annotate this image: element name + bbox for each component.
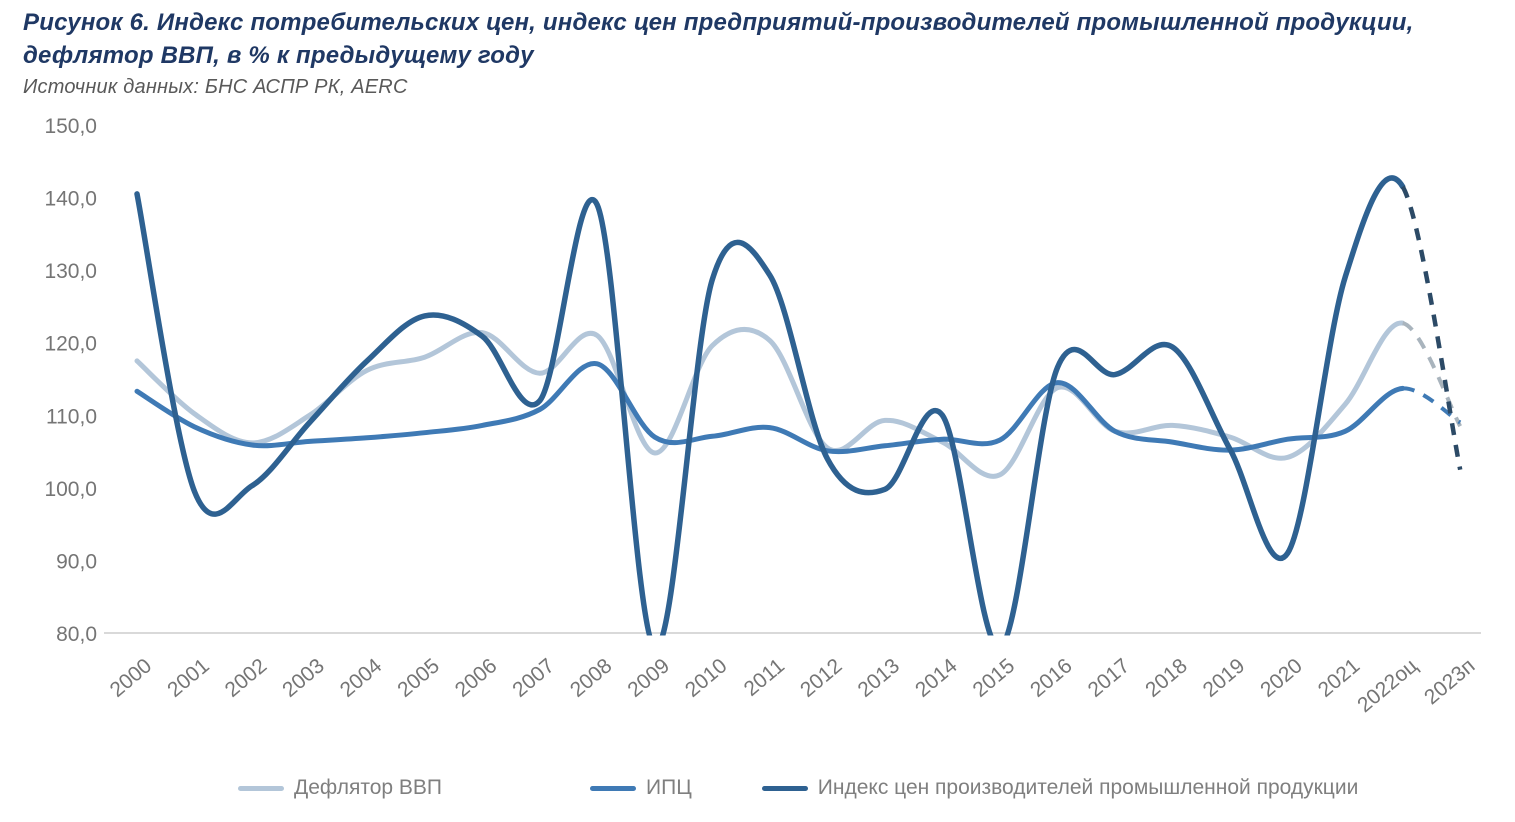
legend-label-deflator: Дефлятор ВВП bbox=[294, 776, 443, 799]
svg-text:2010: 2010 bbox=[681, 654, 732, 702]
chart-legend: Дефлятор ВВП ИПЦ Индекс цен производител… bbox=[0, 776, 1515, 800]
producer-prices-line-swatch-icon bbox=[761, 785, 808, 791]
svg-text:100,0: 100,0 bbox=[44, 478, 97, 501]
svg-text:2003: 2003 bbox=[278, 654, 329, 702]
figure-title-line2: дефлятор ВВП, в % к предыдущему году bbox=[23, 42, 534, 69]
legend-item-deflator: Дефлятор ВВП bbox=[238, 776, 442, 800]
svg-text:2006: 2006 bbox=[451, 654, 502, 702]
deflator-line-swatch-icon bbox=[238, 785, 284, 791]
svg-text:150,0: 150,0 bbox=[44, 115, 97, 138]
svg-text:2007: 2007 bbox=[508, 654, 559, 702]
svg-text:2011: 2011 bbox=[740, 654, 789, 701]
svg-text:2005: 2005 bbox=[393, 654, 444, 702]
svg-text:120,0: 120,0 bbox=[44, 333, 97, 356]
legend-item-producer-prices: Индекс цен производителей промышленной п… bbox=[761, 776, 1359, 800]
svg-text:2015: 2015 bbox=[969, 654, 1020, 702]
cpi-line-swatch-icon bbox=[590, 785, 637, 791]
svg-text:2012: 2012 bbox=[796, 654, 847, 702]
svg-text:110,0: 110,0 bbox=[46, 405, 97, 428]
svg-text:2009: 2009 bbox=[623, 654, 674, 702]
figure-title: Рисунок 6. Индекс потребительских цен, и… bbox=[23, 6, 1508, 72]
legend-label-producer-prices: Индекс цен производителей промышленной п… bbox=[817, 776, 1359, 799]
svg-text:2017: 2017 bbox=[1084, 654, 1135, 702]
legend-item-cpi: ИПЦ bbox=[590, 776, 692, 800]
figure-header: Рисунок 6. Индекс потребительских цен, и… bbox=[23, 6, 1508, 99]
svg-text:2002: 2002 bbox=[221, 654, 272, 702]
svg-text:140,0: 140,0 bbox=[44, 188, 97, 211]
svg-text:2020: 2020 bbox=[1256, 654, 1307, 702]
svg-text:2021: 2021 bbox=[1314, 654, 1365, 702]
svg-text:90,0: 90,0 bbox=[56, 550, 97, 573]
svg-text:2000: 2000 bbox=[106, 654, 157, 702]
svg-text:2016: 2016 bbox=[1026, 654, 1077, 702]
svg-text:2004: 2004 bbox=[336, 654, 387, 702]
svg-text:2019: 2019 bbox=[1199, 654, 1250, 702]
svg-text:130,0: 130,0 bbox=[44, 260, 97, 283]
svg-text:2008: 2008 bbox=[566, 654, 617, 702]
svg-text:2022оц: 2022оц bbox=[1353, 654, 1422, 717]
svg-text:2014: 2014 bbox=[911, 654, 962, 702]
svg-text:2013: 2013 bbox=[854, 654, 905, 702]
svg-text:80,0: 80,0 bbox=[56, 623, 97, 646]
figure-title-line1: Рисунок 6. Индекс потребительских цен, и… bbox=[23, 9, 1414, 36]
svg-text:2023п: 2023п bbox=[1420, 654, 1479, 709]
svg-text:2018: 2018 bbox=[1141, 654, 1192, 702]
figure-source: Источник данных: БНС АСПР РК, AERC bbox=[23, 76, 408, 98]
svg-text:2001: 2001 bbox=[163, 654, 214, 702]
legend-label-cpi: ИПЦ bbox=[646, 776, 692, 799]
